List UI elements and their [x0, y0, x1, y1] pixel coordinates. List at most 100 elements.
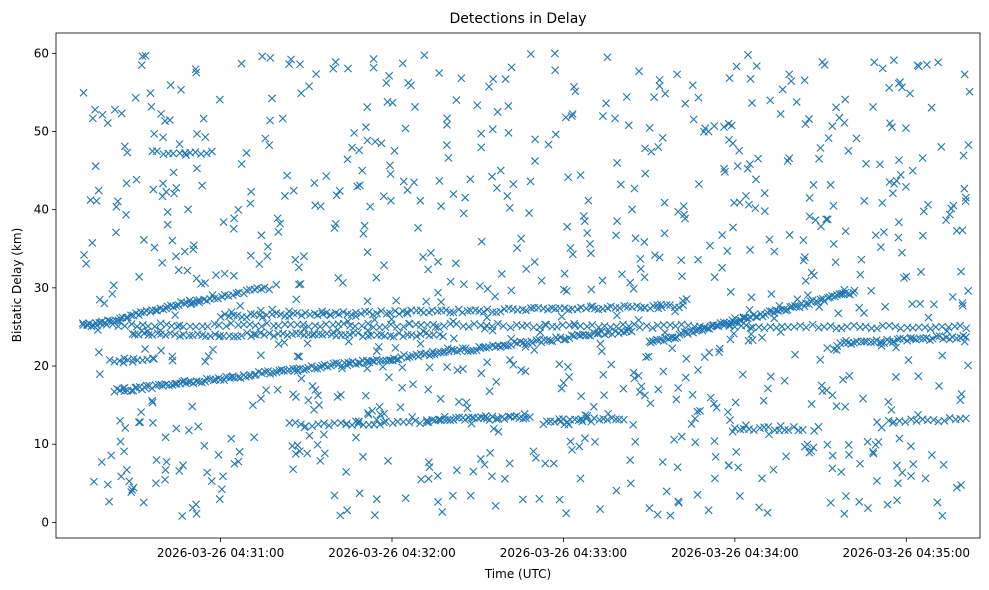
data-point-noise [720, 122, 729, 131]
data-point-noise [110, 105, 119, 114]
data-point-noise [433, 471, 442, 480]
data-point-noise [763, 508, 772, 517]
data-point-band-25 [820, 322, 829, 331]
data-point-noise [88, 238, 97, 247]
data-point-noise [352, 433, 361, 442]
data-point-band-27 [382, 309, 391, 318]
data-point-noise [295, 447, 304, 456]
data-point-band-25 [583, 322, 592, 331]
data-point-noise [860, 196, 869, 205]
data-point-noise [401, 494, 410, 503]
data-point-noise [268, 305, 277, 314]
data-point-noise [659, 367, 668, 376]
data-point-band-24 [412, 332, 421, 341]
data-point-noise [218, 472, 227, 481]
data-point-noise [161, 433, 170, 442]
data-point-noise [964, 286, 973, 295]
data-point-band-25 [684, 321, 693, 330]
data-point-noise [733, 162, 742, 170]
data-point-noise [376, 410, 385, 419]
data-point-band-13-end [912, 417, 921, 426]
data-point-noise [631, 234, 640, 243]
data-point-noise [888, 189, 897, 198]
data-point-noise [542, 321, 551, 330]
data-point-noise [137, 408, 146, 417]
data-point-rising-track-early [213, 294, 222, 303]
data-point-noise [82, 259, 91, 268]
data-point-noise [336, 511, 345, 520]
data-point-band-27 [458, 308, 467, 317]
data-point-noise [452, 96, 461, 105]
data-point-rising-track-low [127, 386, 136, 395]
data-point-noise [612, 486, 621, 495]
data-point-noise [537, 276, 546, 285]
data-point-noise [449, 334, 458, 343]
data-point-noise [809, 443, 818, 452]
data-point-rising-track-late [795, 303, 804, 312]
data-point-noise [834, 309, 843, 318]
data-point-noise [262, 386, 271, 395]
data-point-noise [599, 370, 608, 379]
data-point-noise [120, 447, 129, 456]
data-point-band-13-end [923, 416, 932, 425]
data-point-noise [385, 161, 394, 170]
data-point-noise [388, 356, 397, 365]
data-point-band-25 [286, 320, 295, 329]
data-point-band-25 [357, 321, 366, 330]
data-point-band-12-mid [320, 419, 329, 428]
data-point-noise [310, 405, 319, 414]
data-point-band-25 [872, 324, 881, 333]
data-point-noise [305, 82, 314, 91]
data-point-noise [183, 266, 192, 275]
data-point-noise [710, 273, 719, 282]
data-point-noise [207, 477, 216, 486]
data-point-noise [507, 63, 516, 72]
data-point-noise [408, 413, 417, 422]
data-point-noise [918, 154, 927, 163]
data-point-noise [147, 102, 156, 111]
data-point-band-27 [372, 309, 381, 318]
data-point-band-23-late [847, 339, 856, 348]
data-point-band-25 [671, 322, 680, 331]
data-point-noise [694, 366, 703, 374]
data-point-noise [410, 178, 419, 187]
data-point-noise [372, 495, 381, 504]
data-point-band-25 [849, 321, 858, 330]
data-point-rising-track-late [779, 305, 788, 314]
data-point-band-27 [606, 302, 615, 311]
data-point-rising-track-low [528, 338, 537, 347]
data-point-band-25 [896, 324, 905, 333]
data-point-noise [805, 115, 814, 124]
data-point-noise [361, 391, 370, 400]
data-point-band-27 [276, 310, 285, 319]
data-point-band-25 [321, 320, 330, 329]
data-point-noise [964, 361, 973, 370]
data-point-noise [316, 202, 325, 211]
data-point-noise [509, 360, 518, 369]
data-point-noise [186, 300, 195, 309]
data-point-noise [830, 345, 839, 354]
data-point-noise [482, 313, 491, 322]
data-point-noise [378, 362, 387, 371]
data-point-rising-track-low [385, 356, 394, 365]
data-point-noise [691, 438, 700, 447]
data-point-band-25 [369, 323, 378, 332]
data-point-noise [869, 449, 878, 458]
data-point-noise [755, 503, 764, 512]
data-point-noise [673, 463, 682, 472]
data-point-band-27 [306, 310, 314, 319]
y-tick-label: 60 [34, 46, 49, 60]
data-point-noise [440, 412, 449, 421]
data-point-noise [342, 467, 351, 476]
data-point-noise [760, 189, 769, 198]
data-point-noise [161, 465, 170, 474]
data-point-band-25 [826, 322, 835, 331]
data-point-band-13-end [884, 416, 893, 425]
data-point-noise [822, 386, 831, 395]
data-point-noise [840, 285, 849, 294]
data-point-noise [444, 153, 453, 162]
data-point-band-27 [521, 306, 530, 315]
data-point-noise [212, 271, 220, 280]
data-point-noise [670, 435, 679, 444]
data-point-band-13-mid [500, 415, 509, 424]
